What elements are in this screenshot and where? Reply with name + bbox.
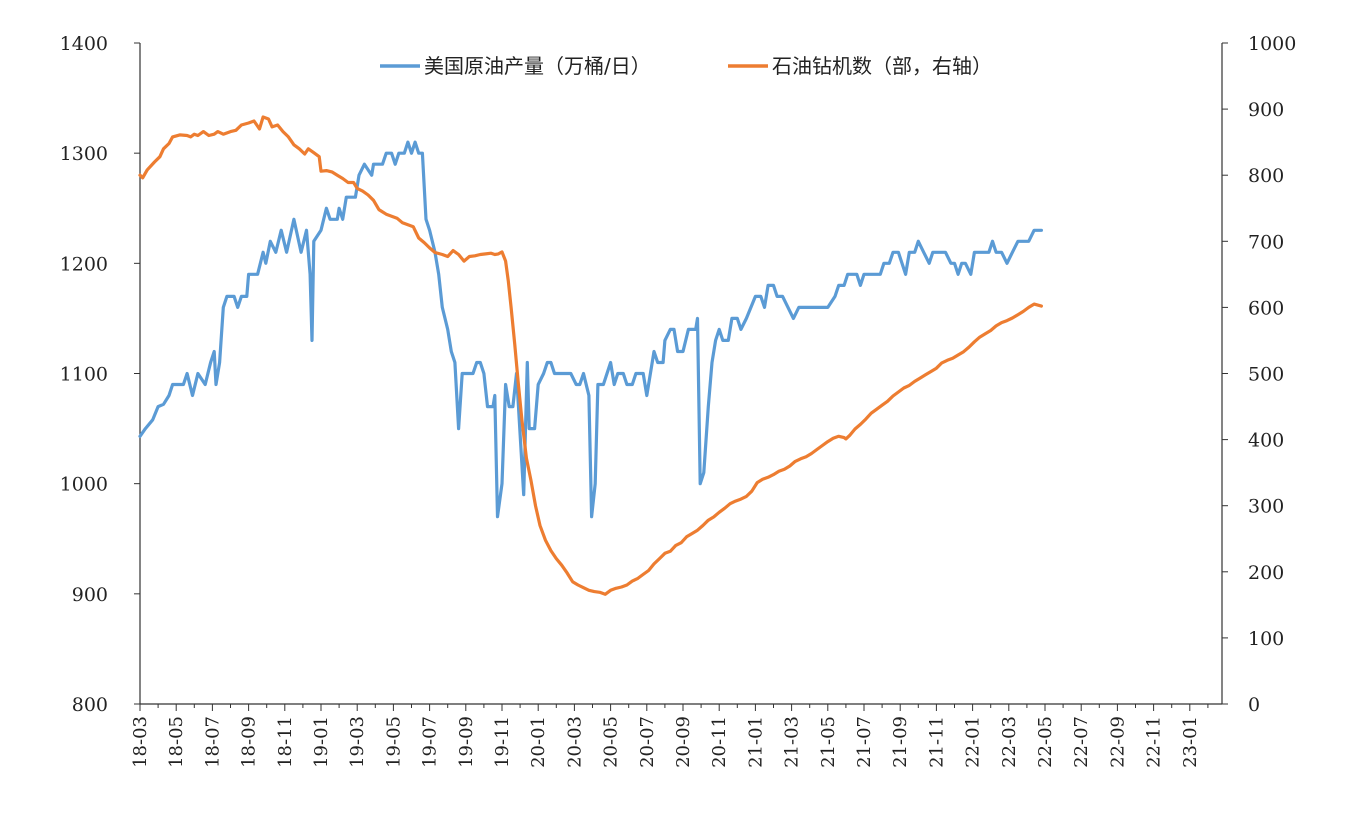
x-tick-label: 20-09	[673, 716, 694, 768]
x-tick-label: 22-03	[999, 716, 1020, 768]
left-tick-label: 1400	[60, 33, 108, 55]
x-tick-label: 19-09	[456, 716, 477, 768]
x-tick-label: 18-05	[166, 716, 187, 768]
right-tick-label: 0	[1248, 694, 1260, 716]
left-tick-label: 1100	[60, 364, 108, 386]
right-tick-label: 700	[1248, 231, 1284, 253]
x-tick-label: 19-05	[383, 716, 404, 768]
left-tick-label: 1200	[60, 253, 108, 275]
x-tick-label: 19-03	[347, 716, 368, 768]
right-tick-label: 900	[1248, 99, 1284, 121]
left-tick-label: 1300	[60, 143, 108, 165]
x-tick-label: 21-01	[745, 716, 766, 768]
right-tick-label: 800	[1248, 165, 1284, 187]
x-tick-label: 21-03	[782, 716, 803, 768]
x-tick-label: 21-07	[854, 716, 875, 768]
right-tick-label: 1000	[1248, 33, 1296, 55]
x-tick-label: 22-01	[963, 716, 984, 768]
x-tick-label: 20-07	[637, 716, 658, 768]
x-tick-label: 18-03	[130, 716, 151, 768]
x-tick-label: 18-07	[202, 716, 223, 768]
x-tick-label: 22-07	[1071, 716, 1092, 768]
x-tick-label: 21-09	[890, 716, 911, 768]
x-tick-label: 21-11	[926, 716, 947, 768]
right-tick-label: 400	[1248, 430, 1284, 452]
legend-label: 美国原油产量（万桶/日）	[424, 54, 651, 78]
right-tick-label: 300	[1248, 496, 1284, 518]
legend-label: 石油钻机数（部，右轴）	[772, 54, 992, 78]
right-tick-label: 600	[1248, 297, 1284, 319]
legend: 美国原油产量（万桶/日） 石油钻机数（部，右轴）	[380, 54, 992, 78]
x-tick-label: 18-09	[239, 716, 260, 768]
x-tick-label: 19-07	[420, 716, 441, 768]
left-tick-label: 900	[72, 584, 108, 606]
x-tick-label: 19-01	[311, 716, 332, 768]
left-tick-label: 1000	[60, 474, 108, 496]
x-tick-label: 18-11	[275, 716, 296, 768]
series-layer	[138, 115, 1043, 596]
x-tick-label: 20-11	[709, 716, 730, 768]
x-tick-label: 22-11	[1144, 716, 1165, 768]
x-tick-label: 20-05	[601, 716, 622, 768]
series-line-us-crude-production	[138, 140, 1043, 519]
x-tick-label: 20-03	[564, 716, 585, 768]
x-tick-label: 22-09	[1107, 716, 1128, 768]
x-tick-label: 22-05	[1035, 716, 1056, 768]
right-tick-label: 200	[1248, 562, 1284, 584]
series-line-oil-rig-count	[138, 115, 1043, 596]
x-tick-label: 19-11	[492, 716, 513, 768]
x-tick-label: 23-01	[1180, 716, 1201, 768]
right-tick-label: 100	[1248, 628, 1284, 650]
x-tick-label: 20-01	[528, 716, 549, 768]
x-tick-label: 21-05	[818, 716, 839, 768]
left-tick-label: 800	[72, 694, 108, 716]
axes: 800 900 1000 1100 1200 1300 1400 0 100 200 300 400 5…	[60, 33, 1297, 768]
right-tick-label: 500	[1248, 364, 1284, 386]
